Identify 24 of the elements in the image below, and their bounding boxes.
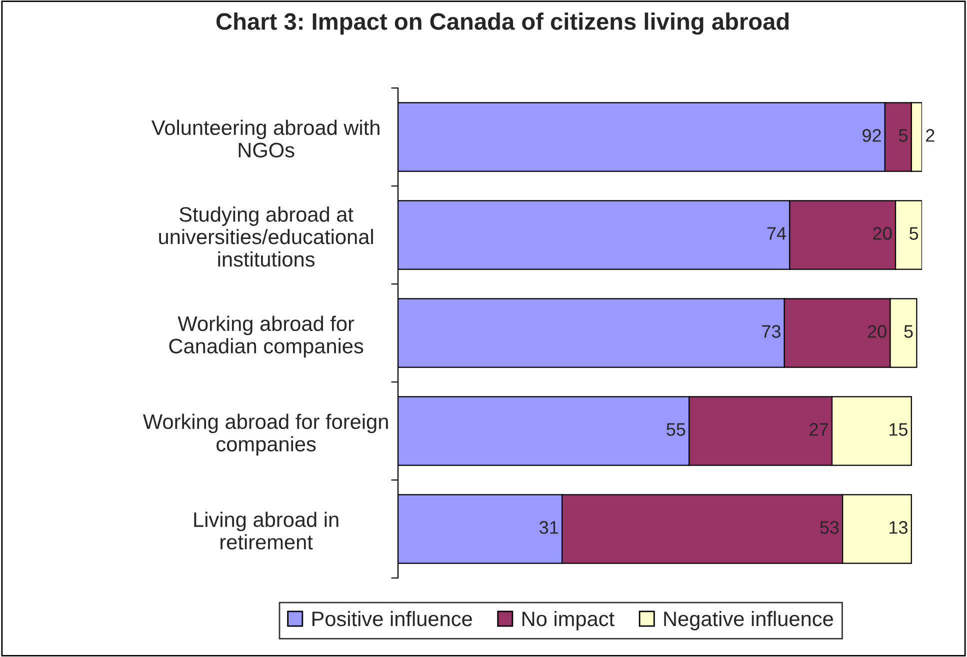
- data-label: 5: [910, 227, 918, 240]
- legend-label: Negative influence: [664, 610, 833, 630]
- chart-title: Chart 3: Impact on Canada of citizens living abroad: [216, 12, 789, 35]
- data-label: 55: [666, 423, 686, 436]
- y-tick-label: Living abroad in retirement: [194, 512, 338, 550]
- data-label: 20: [868, 325, 886, 338]
- data-label: 15: [890, 423, 908, 436]
- data-label: 5: [904, 325, 913, 338]
- y-tick-label: Working abroad for foreign companies: [143, 414, 388, 456]
- data-label: 74: [767, 227, 786, 240]
- y-tick-label: Working abroad for Canadian companies: [169, 316, 364, 358]
- data-label: 5: [898, 129, 908, 142]
- data-label: 27: [810, 423, 828, 436]
- data-label: 92: [862, 129, 881, 142]
- y-tick-label: Studying abroad at universities/educational institutions: [159, 206, 373, 267]
- data-label: 20: [873, 227, 892, 240]
- legend-label: Positive influence: [312, 610, 472, 626]
- data-label: 53: [820, 521, 839, 534]
- legend-label: No impact: [522, 610, 614, 630]
- y-tick-label: Volunteering abroad with NGOs: [151, 120, 380, 158]
- data-label: 2: [926, 129, 934, 142]
- data-label: 13: [890, 521, 908, 534]
- data-label: 73: [762, 325, 780, 338]
- data-label: 31: [540, 521, 558, 534]
